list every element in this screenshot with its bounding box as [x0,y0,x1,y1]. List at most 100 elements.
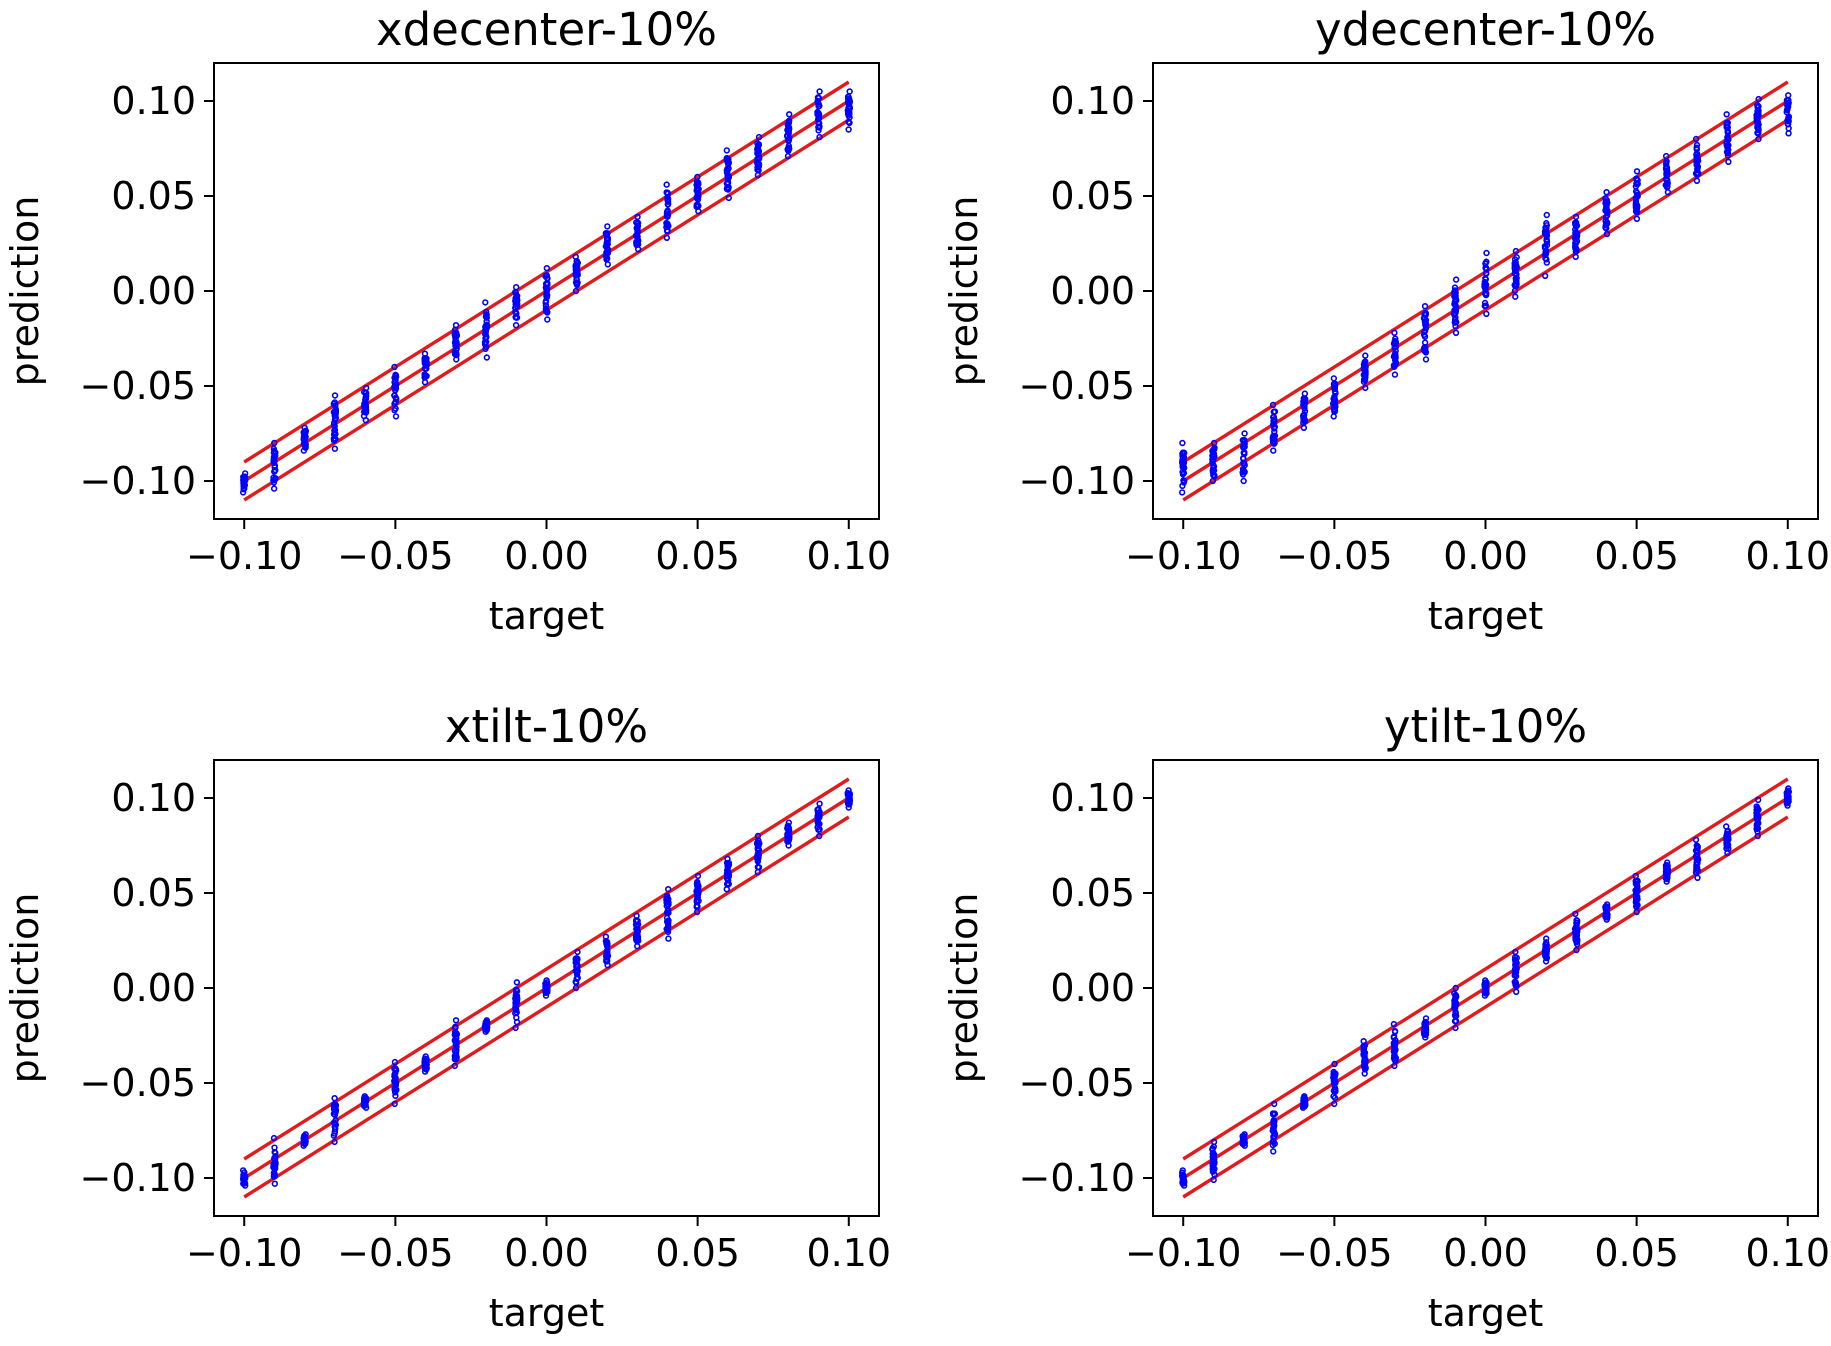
data-point [1392,347,1399,355]
data-point [1269,1110,1277,1117]
data-point [814,809,822,817]
chart-title: xdecenter-10% [376,3,717,56]
data-point [423,358,430,366]
data-point [694,881,701,888]
data-point [271,1180,279,1187]
data-point [513,1014,520,1021]
data-point [512,1002,520,1010]
data-point [392,371,399,379]
data-point [271,1164,278,1171]
data-point [1452,276,1460,283]
data-point [1390,1041,1398,1049]
data-point [362,389,369,397]
data-point [1360,361,1368,368]
data-point [483,314,490,321]
point-cluster [1511,247,1520,300]
data-point [1240,477,1247,485]
data-point [1179,461,1186,468]
data-point [724,165,731,173]
data-point [1362,1064,1369,1072]
point-cluster [300,1131,309,1149]
data-point [1331,408,1338,415]
x-tick-label: −0.10 [1125,1231,1241,1275]
data-point [513,979,521,986]
data-point [724,158,732,166]
data-point [785,121,792,128]
data-point [1664,169,1671,177]
data-point [1300,416,1307,424]
data-point [1361,1042,1369,1049]
y-tick-label: 0.05 [111,174,196,218]
data-point [1693,144,1700,151]
y-tick-label: 0.05 [111,871,196,915]
data-point [270,456,278,463]
data-point [1239,469,1246,476]
data-point [845,97,853,104]
data-point [1784,103,1792,110]
data-point [1632,880,1640,888]
data-point [360,412,368,420]
point-cluster [360,384,370,424]
point-cluster [512,979,521,1032]
data-point [1271,1100,1278,1108]
point-cluster [1360,352,1369,392]
data-point [512,1024,519,1032]
data-point [1785,92,1792,99]
data-point [574,948,581,956]
reference-line-1 [1182,777,1789,1161]
data-point [816,123,823,130]
point-cluster [1541,935,1551,965]
data-point [1572,239,1579,247]
point-cluster [1511,948,1520,995]
x-axis-label: target [1428,594,1544,638]
data-point [1209,1168,1217,1175]
data-point [1179,439,1186,447]
data-point [754,140,761,147]
data-point [1482,269,1490,277]
y-tick-label: 0.00 [111,269,196,313]
data-point [816,88,823,95]
data-point [240,481,247,488]
data-point [331,445,339,452]
data-point [1604,199,1611,206]
data-point [392,1080,399,1088]
point-cluster [1239,1131,1248,1149]
data-point [331,423,338,430]
data-point [846,119,853,126]
data-point [604,246,612,253]
point-cluster [481,299,491,361]
data-point [1602,903,1610,910]
point-cluster [1662,859,1672,885]
data-point [1603,914,1611,921]
data-point [453,345,460,352]
data-point [1452,1018,1459,1025]
data-point [451,1047,459,1054]
data-point [362,395,369,403]
data-point [785,118,792,125]
data-point [664,201,672,208]
point-cluster [1723,823,1732,857]
data-point [1602,906,1610,914]
data-point [1572,213,1580,221]
data-point [392,394,400,402]
data-point [1633,900,1640,907]
data-point [271,1144,278,1151]
data-point [482,308,490,316]
data-point [1422,1019,1429,1026]
data-point [482,330,489,338]
plot-area [239,80,854,502]
data-point [1209,452,1216,459]
x-tick-label: 0.00 [504,534,589,578]
data-point [512,991,520,998]
data-point [1422,1031,1430,1038]
data-point [1572,253,1579,260]
point-cluster [723,855,733,893]
data-point [1603,189,1610,196]
data-point [542,273,549,280]
data-point [482,323,489,331]
data-point [331,1105,338,1113]
point-cluster [1269,401,1279,454]
data-point [1300,395,1307,402]
point-cluster [451,322,461,363]
data-point [723,185,731,193]
